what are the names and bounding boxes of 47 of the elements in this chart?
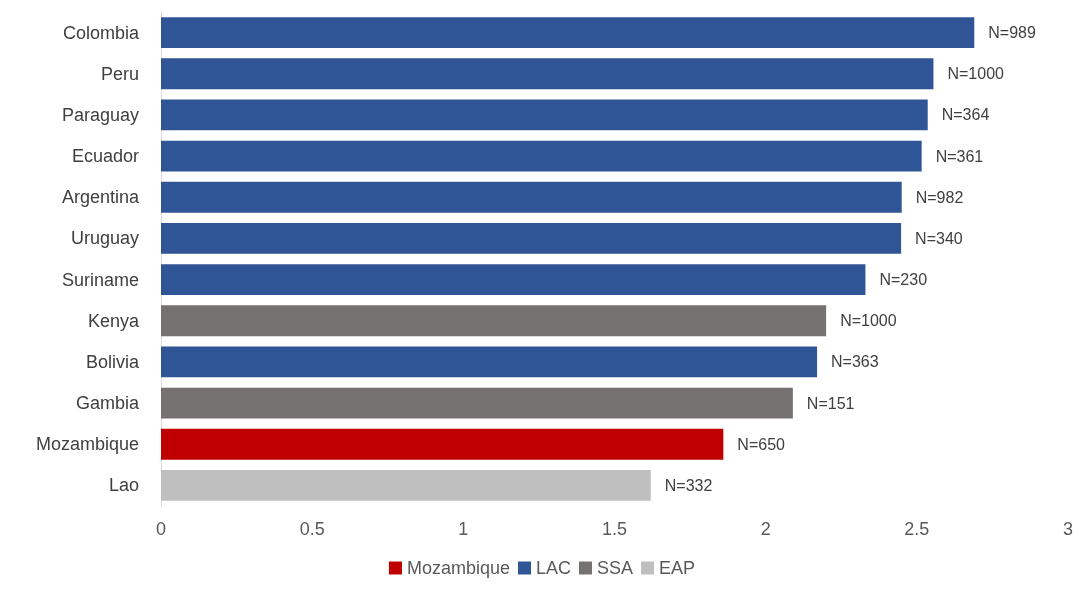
bar xyxy=(161,469,651,501)
annotation: N=364 xyxy=(941,106,990,124)
legend-label: LAC xyxy=(536,558,572,578)
y-tick-label: Peru xyxy=(100,63,139,84)
annotation: N=151 xyxy=(806,394,855,412)
bar xyxy=(161,99,928,131)
bar xyxy=(161,305,827,337)
annotation: N=340 xyxy=(915,229,963,247)
annotation: N=1000 xyxy=(840,312,897,330)
y-tick-label: Paraguay xyxy=(61,104,139,125)
bar xyxy=(161,346,818,378)
bar xyxy=(161,264,866,296)
y-tick-label: Argentina xyxy=(61,187,140,208)
x-tick-label: 3 xyxy=(1062,519,1073,539)
y-tick-label: Gambia xyxy=(75,393,140,414)
y-tick-label: Uruguay xyxy=(70,228,139,249)
bar xyxy=(161,222,902,254)
y-tick-label: Bolivia xyxy=(85,351,140,372)
x-tick-label: 1.5 xyxy=(601,519,628,539)
bar xyxy=(161,387,793,419)
y-tick-label: Kenya xyxy=(87,310,140,331)
x-tick-label: 2 xyxy=(760,519,771,539)
legend-label: Mozambique xyxy=(406,558,511,578)
y-tick-label: Mozambique xyxy=(35,434,139,455)
bar xyxy=(161,17,975,49)
x-tick-label: 0 xyxy=(155,519,167,539)
y-tick-label: Suriname xyxy=(61,269,139,290)
bar xyxy=(161,140,922,172)
x-tick-label: 1 xyxy=(458,519,469,539)
annotation: N=982 xyxy=(915,188,964,206)
annotation: N=332 xyxy=(664,476,713,494)
annotation: N=650 xyxy=(737,435,786,453)
annotation: N=363 xyxy=(831,353,879,371)
y-tick-label: Colombia xyxy=(62,22,140,43)
bar xyxy=(161,58,934,90)
bar xyxy=(161,181,902,213)
legend-label: EAP xyxy=(659,558,696,578)
annotation: N=361 xyxy=(935,147,984,165)
y-tick-label: Lao xyxy=(108,475,139,496)
x-tick-label: 0.5 xyxy=(299,519,325,539)
annotation: N=989 xyxy=(988,24,1036,42)
bar xyxy=(161,428,724,460)
annotation: N=1000 xyxy=(947,65,1005,83)
x-tick-label: 2.5 xyxy=(904,519,930,539)
legend-label: SSA xyxy=(597,558,634,578)
y-tick-label: Ecuador xyxy=(71,146,139,167)
annotation: N=230 xyxy=(879,271,928,289)
